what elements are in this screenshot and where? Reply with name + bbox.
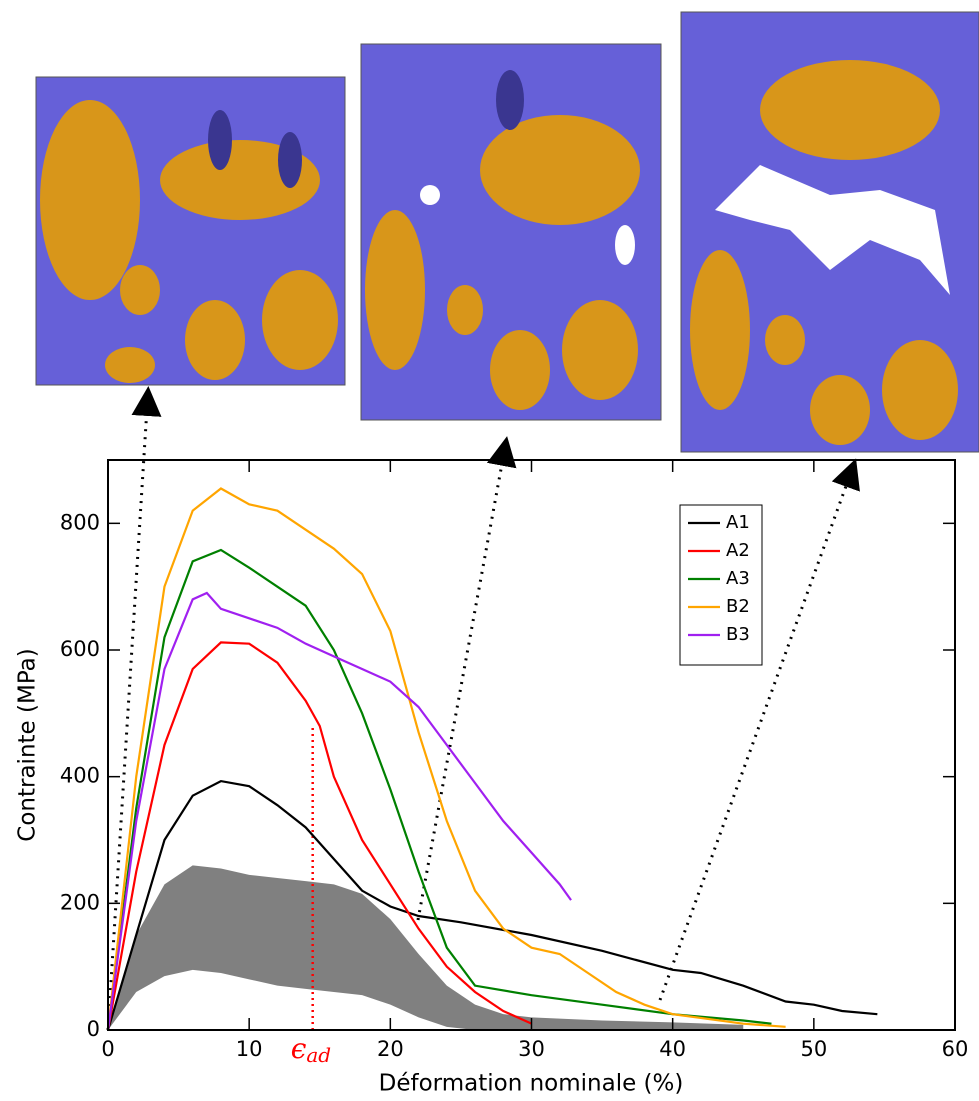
series-line: [106, 591, 572, 1031]
arrows: [106, 386, 860, 1031]
annotation-subscript: ad: [306, 1043, 331, 1067]
y-tick-label: 200: [60, 890, 100, 914]
y-tick-label: 800: [60, 510, 100, 534]
x-tick-label: 30: [518, 1037, 545, 1061]
series-line: [106, 548, 772, 1031]
y-tick-label: 600: [60, 637, 100, 661]
series-line: [106, 641, 532, 1031]
x-tick-label: 50: [800, 1037, 827, 1061]
x-tick-label: 10: [236, 1037, 263, 1061]
legend-label: A2: [726, 540, 750, 561]
annotation-symbol: ϵ: [291, 1032, 307, 1065]
legend-label: A1: [726, 512, 750, 533]
legend-label: B3: [726, 624, 750, 645]
legend-label: A3: [726, 568, 750, 589]
x-tick-label: 20: [377, 1037, 404, 1061]
x-tick-label: 60: [942, 1037, 969, 1061]
annotation-label: ϵad: [291, 1032, 331, 1067]
band: [108, 865, 744, 1030]
y-tick-label: 400: [60, 764, 100, 788]
x-tick-label: 0: [101, 1037, 114, 1061]
snapshot-panel: [680, 11, 979, 453]
series-line: [106, 487, 786, 1031]
series-line: [106, 779, 878, 1031]
snapshot-panel: [35, 76, 346, 386]
x-tick-label: 40: [659, 1037, 686, 1061]
legend-box: [679, 504, 763, 666]
snapshot-panel: [360, 43, 662, 421]
legend-label: B2: [726, 596, 750, 617]
y-axis-label: Contrainte (MPa): [15, 648, 41, 841]
x-axis-label: Déformation nominale (%): [379, 1071, 684, 1097]
y-tick-label: 0: [87, 1017, 100, 1041]
